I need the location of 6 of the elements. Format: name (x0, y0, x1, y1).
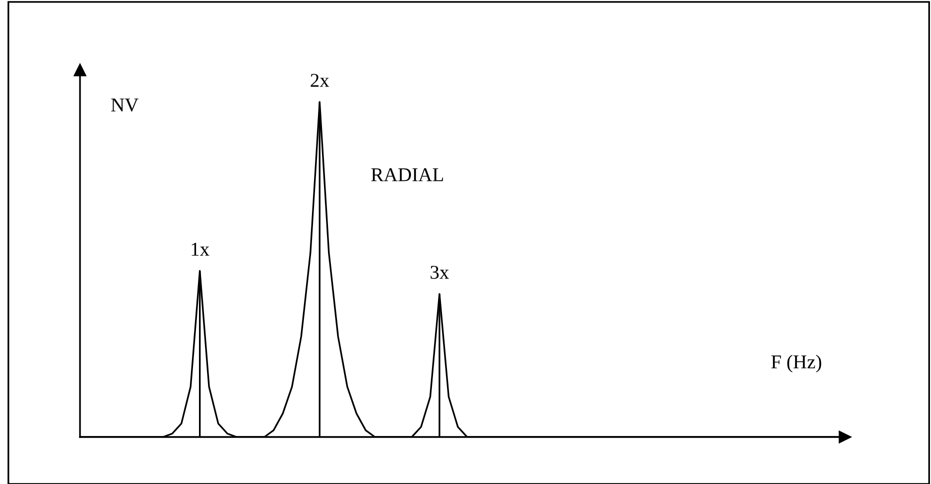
text: RADIAL (371, 168, 443, 182)
y-axis-title: NV (111, 98, 138, 112)
annotation: 1x (192, 242, 210, 256)
text: 2x (310, 74, 330, 87)
x-axis-title: F (Hz) (771, 354, 822, 372)
annotation: 3x (430, 266, 449, 279)
